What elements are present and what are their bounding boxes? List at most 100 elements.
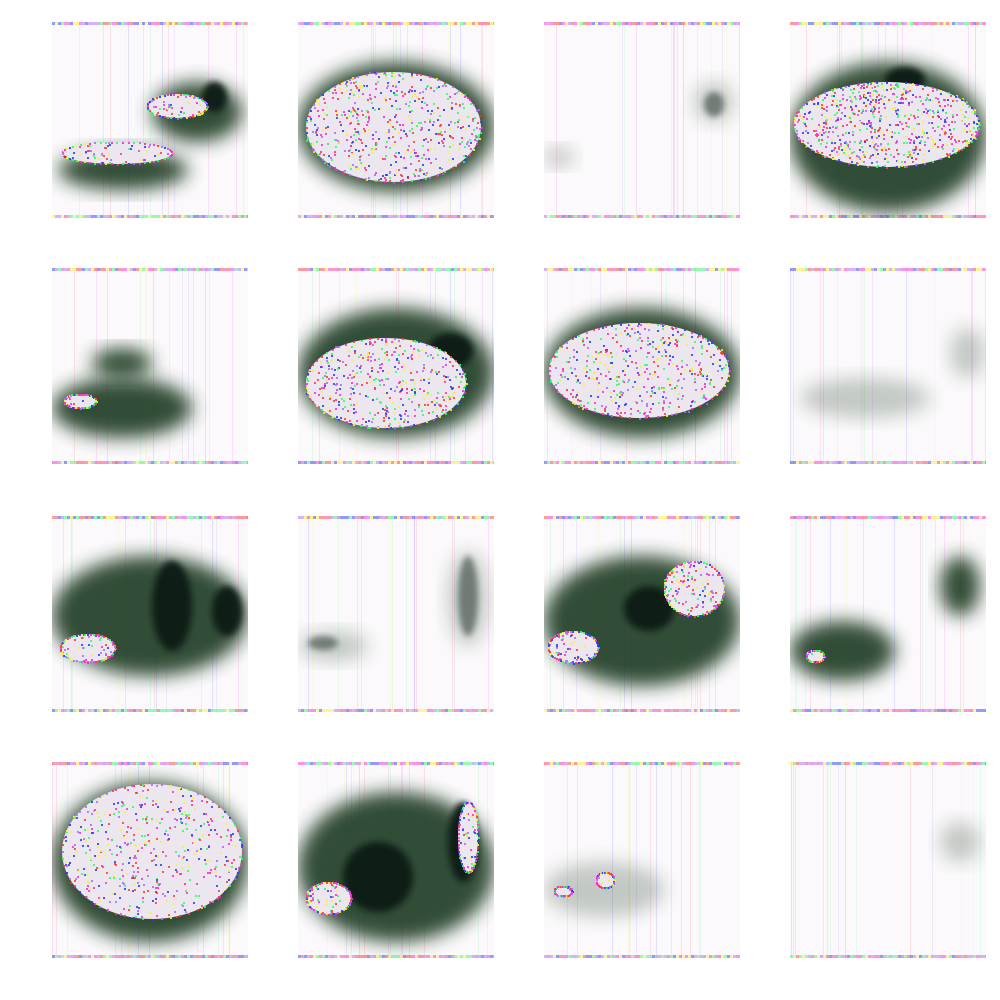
pixel-noise	[605, 406, 607, 408]
border-noise	[55, 762, 58, 765]
border-noise	[958, 709, 961, 712]
edge-noise	[665, 596, 667, 598]
edge-noise	[326, 352, 328, 354]
border-noise	[313, 22, 316, 25]
pixel-noise	[168, 104, 170, 106]
border-noise	[466, 22, 469, 25]
edge-noise	[452, 86, 454, 88]
artifact-line	[392, 516, 393, 712]
border-noise	[592, 461, 595, 464]
pixel-noise	[872, 82, 874, 84]
edge-noise	[306, 383, 308, 385]
pixel-noise	[162, 851, 164, 853]
border-noise	[136, 268, 139, 271]
pixel-noise	[825, 120, 827, 122]
pixel-noise	[87, 157, 89, 159]
edge-noise	[307, 373, 309, 375]
border-noise	[958, 22, 961, 25]
border-noise	[478, 709, 481, 712]
pixel-noise	[696, 606, 698, 608]
border-noise	[625, 461, 628, 464]
border-noise	[373, 461, 376, 464]
border-noise	[847, 268, 850, 271]
pixel-noise	[85, 659, 87, 661]
border-noise	[127, 516, 130, 519]
border-noise	[130, 955, 133, 958]
edge-noise	[111, 655, 113, 657]
border-noise	[448, 22, 451, 25]
border-noise	[400, 268, 403, 271]
border-noise	[85, 516, 88, 519]
border-noise	[688, 268, 691, 271]
border-noise	[964, 709, 967, 712]
pixel-noise	[339, 360, 341, 362]
border-noise	[484, 215, 487, 218]
pixel-noise	[410, 151, 412, 153]
pixel-noise	[877, 145, 879, 147]
border-noise	[139, 709, 142, 712]
pixel-noise	[663, 387, 665, 389]
pixel-noise	[572, 661, 574, 663]
border-noise	[388, 22, 391, 25]
pixel-noise	[402, 179, 404, 181]
pixel-noise	[687, 609, 689, 611]
pixel-noise	[166, 900, 168, 902]
edge-noise	[80, 161, 82, 163]
border-noise	[331, 22, 334, 25]
edge-noise	[697, 561, 699, 563]
border-noise	[817, 516, 820, 519]
pixel-noise	[557, 391, 559, 393]
edge-noise	[177, 118, 179, 120]
edge-noise	[183, 117, 185, 119]
pixel-noise	[334, 132, 336, 134]
border-noise	[547, 215, 550, 218]
border-noise	[73, 516, 76, 519]
border-noise	[934, 268, 937, 271]
pixel-noise	[691, 373, 693, 375]
border-noise	[331, 709, 334, 712]
pixel-noise	[435, 133, 437, 135]
pixel-noise	[652, 374, 654, 376]
artifact-line	[793, 268, 794, 464]
border-noise	[805, 215, 808, 218]
pixel-noise	[373, 379, 375, 381]
edge-noise	[716, 570, 718, 572]
edge-noise	[823, 655, 825, 657]
border-noise	[637, 22, 640, 25]
border-noise	[922, 268, 925, 271]
border-noise	[892, 22, 895, 25]
border-noise	[232, 461, 235, 464]
border-noise	[793, 22, 796, 25]
pixel-noise	[574, 368, 576, 370]
border-noise	[466, 268, 469, 271]
border-noise	[952, 215, 955, 218]
border-noise	[106, 215, 109, 218]
edge-noise	[684, 411, 686, 413]
edge-noise	[572, 402, 574, 404]
border-noise	[232, 516, 235, 519]
border-noise	[685, 461, 688, 464]
edge-noise	[976, 115, 978, 117]
border-noise	[178, 461, 181, 464]
pixel-noise	[80, 839, 82, 841]
pixel-noise	[864, 95, 866, 97]
pixel-noise	[838, 109, 840, 111]
border-noise	[853, 516, 856, 519]
border-noise	[691, 461, 694, 464]
edge-noise	[133, 163, 135, 165]
sample-canvas	[298, 268, 494, 464]
artifact-line	[820, 268, 821, 464]
edge-noise	[476, 143, 478, 145]
pixel-noise	[692, 369, 694, 371]
border-noise	[121, 461, 124, 464]
border-noise	[655, 22, 658, 25]
border-noise	[811, 215, 814, 218]
edge-noise	[721, 351, 723, 353]
edge-noise	[84, 661, 86, 663]
pixel-noise	[906, 124, 908, 126]
border-noise	[886, 22, 889, 25]
border-noise	[88, 268, 91, 271]
pixel-noise	[366, 355, 368, 357]
pixel-noise	[407, 176, 409, 178]
edge-noise	[67, 657, 69, 659]
